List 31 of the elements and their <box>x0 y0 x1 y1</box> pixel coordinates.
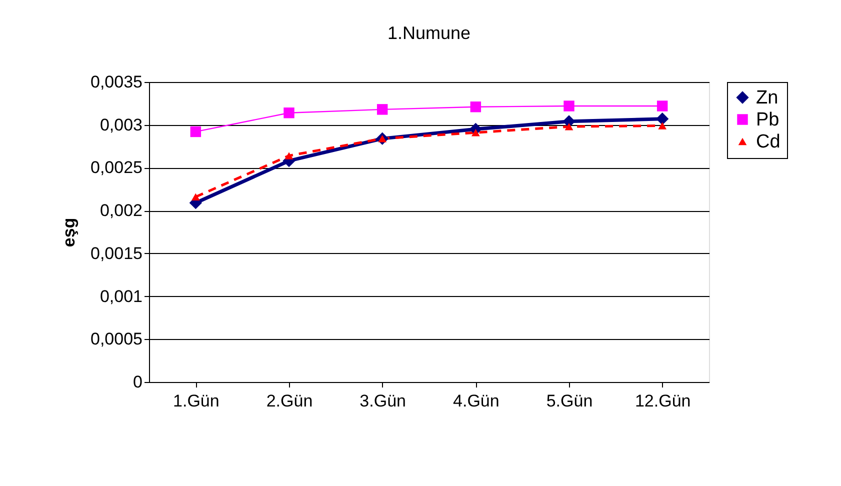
x-tick-label: 3.Gün <box>360 392 406 410</box>
x-tick-label: 12.Gün <box>634 392 691 410</box>
point <box>471 128 480 136</box>
chart-title: 1.Numune <box>387 23 471 43</box>
point <box>470 101 482 112</box>
point <box>284 107 294 118</box>
point <box>564 122 574 130</box>
point <box>376 104 388 115</box>
point <box>656 100 668 112</box>
y-tick-label: 0,002 <box>100 201 142 220</box>
y-tick-label: 0,0005 <box>90 330 142 349</box>
x-tick-label: 1.Gün <box>173 392 220 410</box>
legend-label: Cd <box>756 132 780 152</box>
y-tick-label: 0,0015 <box>90 244 142 263</box>
legend-label: Zn <box>756 88 778 108</box>
x-tick-label: 5.Gün <box>546 392 593 410</box>
y-tick-label: 0,0035 <box>90 72 142 92</box>
y-tick-label: 0 <box>133 372 142 392</box>
point <box>658 122 667 130</box>
y-tick-label: 0,0025 <box>90 158 142 178</box>
point <box>284 152 294 160</box>
y-axis-title: eşg <box>60 218 79 248</box>
point <box>190 126 202 138</box>
point <box>564 100 574 112</box>
legend-label: Pb <box>756 110 780 130</box>
x-tick-label: 4.Gün <box>453 392 500 410</box>
y-tick-label: 0,003 <box>100 115 142 134</box>
point <box>656 112 669 126</box>
y-tick-label: 0,001 <box>100 286 142 306</box>
point <box>191 193 200 200</box>
x-tick-label: 2.Gün <box>266 392 313 410</box>
